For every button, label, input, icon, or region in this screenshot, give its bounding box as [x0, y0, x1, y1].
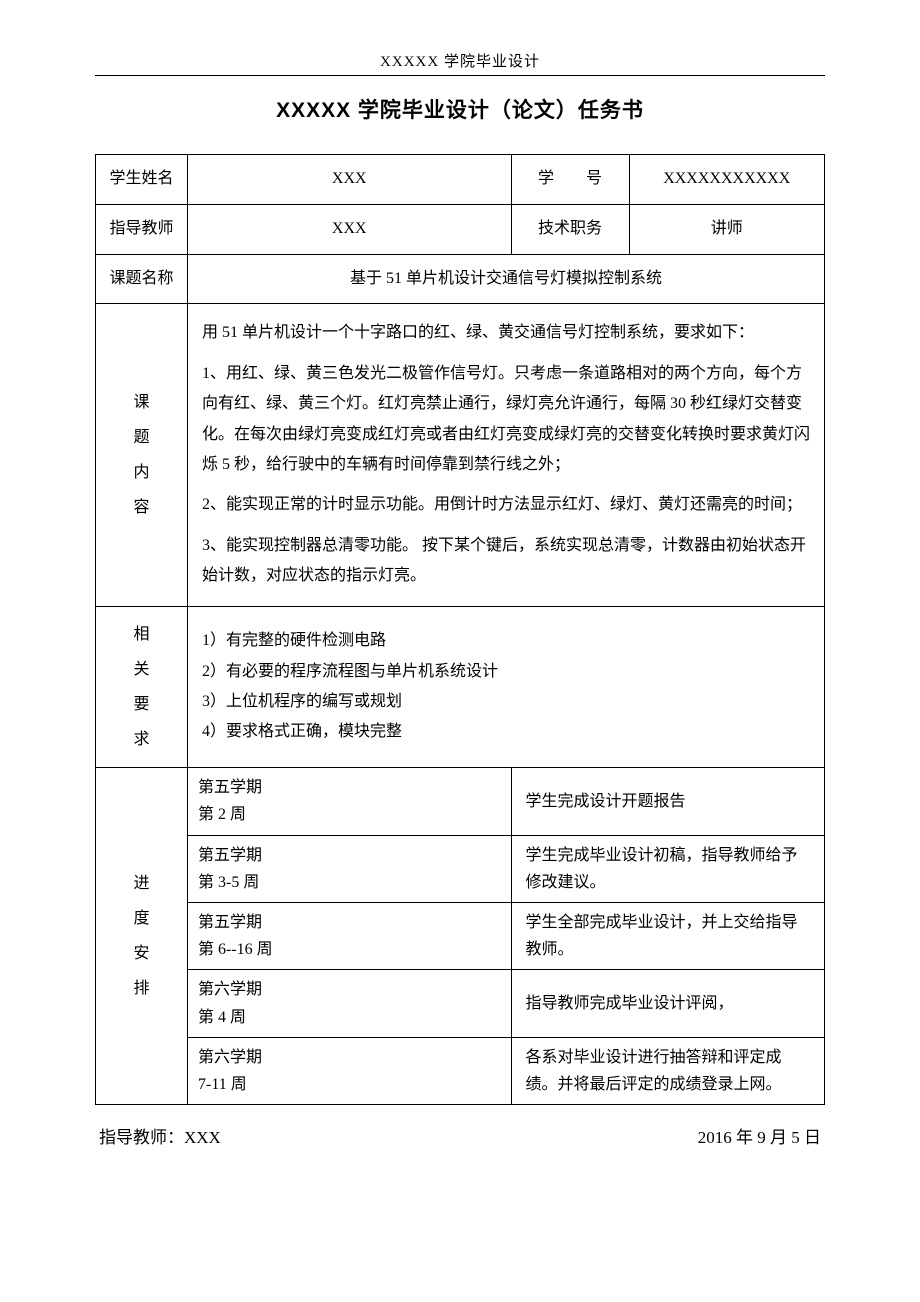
- schedule-period-4b: 7-11 周: [198, 1076, 247, 1093]
- document-title: XXXXX 学院毕业设计（论文）任务书: [95, 94, 825, 124]
- schedule-period-4a: 第六学期: [198, 1049, 262, 1066]
- label-content-text: 课 题 内 容: [133, 394, 149, 517]
- row-topic: 课题名称 基于 51 单片机设计交通信号灯模拟控制系统: [96, 254, 825, 304]
- schedule-desc-1: 学生完成毕业设计初稿，指导教师给予修改建议。: [511, 835, 825, 902]
- schedule-period-0: 第五学期 第 2 周: [188, 768, 512, 835]
- req-4: 4）要求格式正确，模块完整: [202, 717, 810, 747]
- value-requirements: 1）有完整的硬件检测电路 2）有必要的程序流程图与单片机系统设计 3）上位机程序…: [188, 606, 825, 768]
- req-2: 2）有必要的程序流程图与单片机系统设计: [202, 657, 810, 687]
- row-advisor: 指导教师 XXX 技术职务 讲师: [96, 204, 825, 254]
- row-schedule-3: 第六学期 第 4 周 指导教师完成毕业设计评阅，: [96, 970, 825, 1037]
- value-role: 讲师: [629, 204, 825, 254]
- label-content: 课 题 内 容: [96, 304, 188, 606]
- row-requirements: 相 关 要 求 1）有完整的硬件检测电路 2）有必要的程序流程图与单片机系统设计…: [96, 606, 825, 768]
- task-table: 学生姓名 XXX 学 号 XXXXXXXXXXX 指导教师 XXX 技术职务 讲…: [95, 154, 825, 1105]
- schedule-desc-0: 学生完成设计开题报告: [511, 768, 825, 835]
- value-student-number: XXXXXXXXXXX: [629, 155, 825, 205]
- content-p1: 1、用红、绿、黄三色发光二极管作信号灯。只考虑一条道路相对的两个方向，每个方向有…: [202, 359, 810, 481]
- schedule-desc-3: 指导教师完成毕业设计评阅，: [511, 970, 825, 1037]
- header-label: XXXXX 学院毕业设计: [95, 50, 825, 71]
- footer-advisor: 指导教师：XXX: [99, 1123, 221, 1148]
- label-student-name: 学生姓名: [96, 155, 188, 205]
- value-content: 用 51 单片机设计一个十字路口的红、绿、黄交通信号灯控制系统，要求如下： 1、…: [188, 304, 825, 606]
- content-p0: 用 51 单片机设计一个十字路口的红、绿、黄交通信号灯控制系统，要求如下：: [202, 318, 810, 348]
- schedule-period-0b: 第 2 周: [198, 806, 246, 823]
- schedule-period-3: 第六学期 第 4 周: [188, 970, 512, 1037]
- label-schedule-text: 进 度 安 排: [133, 875, 149, 998]
- row-schedule-1: 第五学期 第 3-5 周 学生完成毕业设计初稿，指导教师给予修改建议。: [96, 835, 825, 902]
- label-schedule: 进 度 安 排: [96, 768, 188, 1105]
- row-schedule-0: 进 度 安 排 第五学期 第 2 周 学生完成设计开题报告: [96, 768, 825, 835]
- label-requirements-text: 相 关 要 求: [133, 626, 149, 749]
- schedule-period-1a: 第五学期: [198, 847, 262, 864]
- page: XXXXX 学院毕业设计 XXXXX 学院毕业设计（论文）任务书 学生姓名 XX…: [0, 0, 920, 1302]
- footer: 指导教师：XXX 2016 年 9 月 5 日: [95, 1123, 825, 1148]
- req-1: 1）有完整的硬件检测电路: [202, 626, 810, 656]
- value-student-name: XXX: [188, 155, 512, 205]
- schedule-period-3a: 第六学期: [198, 981, 262, 998]
- label-advisor: 指导教师: [96, 204, 188, 254]
- schedule-period-1b: 第 3-5 周: [198, 874, 259, 891]
- req-3: 3）上位机程序的编写或规划: [202, 687, 810, 717]
- footer-date: 2016 年 9 月 5 日: [698, 1123, 821, 1148]
- schedule-period-2b: 第 6--16 周: [198, 941, 273, 958]
- schedule-period-2a: 第五学期: [198, 914, 262, 931]
- footer-advisor-label: 指导教师：: [99, 1128, 184, 1147]
- value-advisor: XXX: [188, 204, 512, 254]
- value-topic: 基于 51 单片机设计交通信号灯模拟控制系统: [188, 254, 825, 304]
- schedule-period-0a: 第五学期: [198, 779, 262, 796]
- label-requirements: 相 关 要 求: [96, 606, 188, 768]
- content-p2: 2、能实现正常的计时显示功能。用倒计时方法显示红灯、绿灯、黄灯还需亮的时间；: [202, 490, 810, 520]
- schedule-period-2: 第五学期 第 6--16 周: [188, 903, 512, 970]
- label-student-number: 学 号: [511, 155, 629, 205]
- label-role: 技术职务: [511, 204, 629, 254]
- row-student: 学生姓名 XXX 学 号 XXXXXXXXXXX: [96, 155, 825, 205]
- content-p3: 3、能实现控制器总清零功能。 按下某个键后，系统实现总清零，计数器由初始状态开始…: [202, 531, 810, 592]
- schedule-period-4: 第六学期 7-11 周: [188, 1037, 512, 1104]
- schedule-period-3b: 第 4 周: [198, 1009, 246, 1026]
- header-divider: [95, 75, 825, 76]
- footer-advisor-name: XXX: [184, 1128, 221, 1147]
- row-schedule-2: 第五学期 第 6--16 周 学生全部完成毕业设计，并上交给指导教师。: [96, 903, 825, 970]
- schedule-desc-4: 各系对毕业设计进行抽答辩和评定成绩。并将最后评定的成绩登录上网。: [511, 1037, 825, 1104]
- row-content: 课 题 内 容 用 51 单片机设计一个十字路口的红、绿、黄交通信号灯控制系统，…: [96, 304, 825, 606]
- label-topic: 课题名称: [96, 254, 188, 304]
- schedule-period-1: 第五学期 第 3-5 周: [188, 835, 512, 902]
- schedule-desc-2: 学生全部完成毕业设计，并上交给指导教师。: [511, 903, 825, 970]
- row-schedule-4: 第六学期 7-11 周 各系对毕业设计进行抽答辩和评定成绩。并将最后评定的成绩登…: [96, 1037, 825, 1104]
